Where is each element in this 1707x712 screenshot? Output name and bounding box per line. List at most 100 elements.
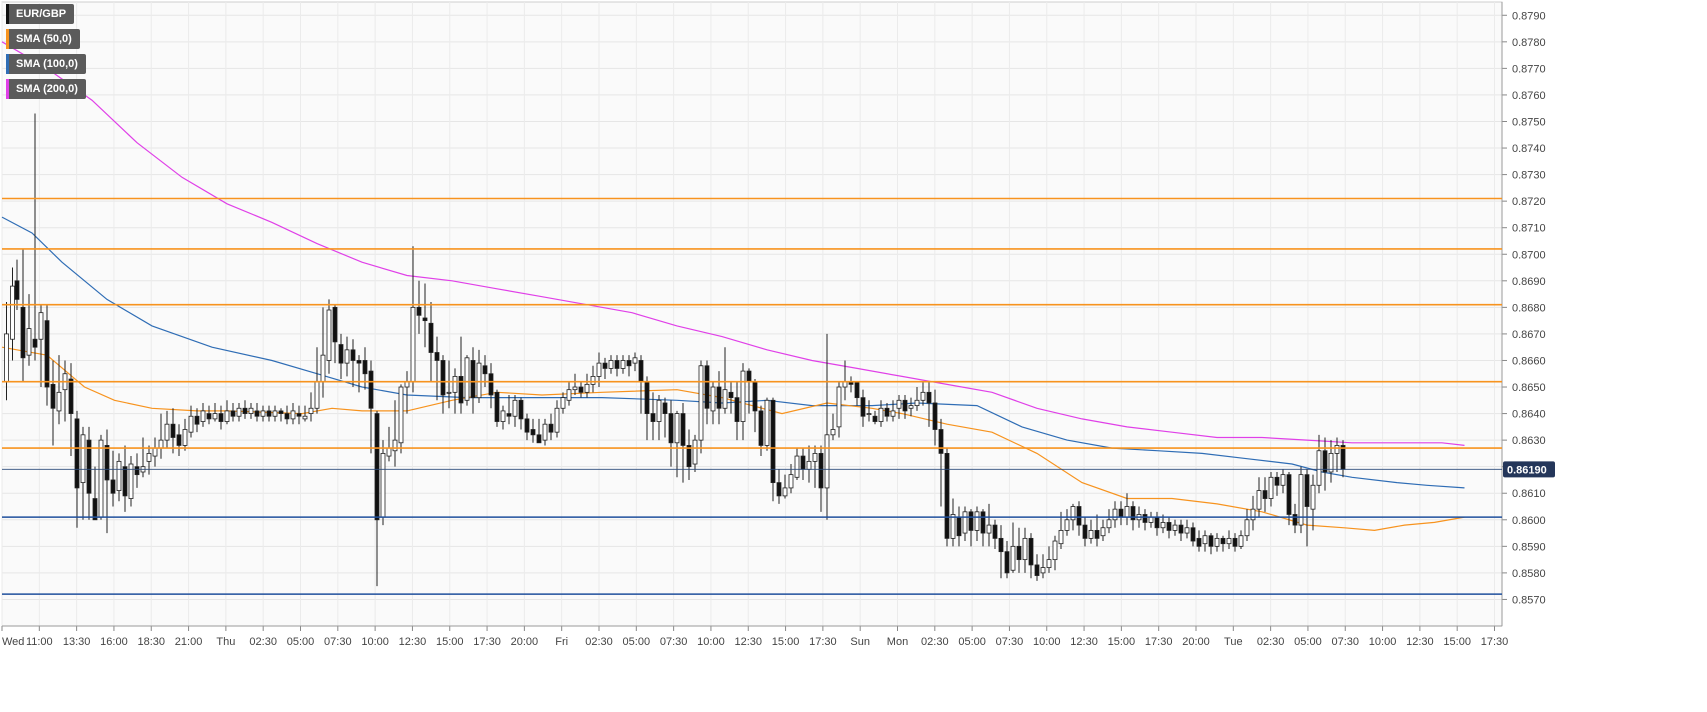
candle xyxy=(494,391,500,422)
candle xyxy=(1016,545,1022,561)
candle xyxy=(1070,506,1076,521)
candle xyxy=(1280,474,1286,486)
y-tick-label: 0.8680 xyxy=(1512,302,1546,314)
candle xyxy=(74,418,80,489)
candle xyxy=(770,399,776,484)
legend: EUR/GBP SMA (50,0) SMA (100,0) SMA (200,… xyxy=(6,4,86,104)
candle xyxy=(884,407,890,417)
candle xyxy=(1262,490,1268,499)
candle xyxy=(1022,537,1028,561)
candle xyxy=(20,306,26,359)
candle xyxy=(260,410,266,417)
candle xyxy=(548,423,554,433)
candle xyxy=(626,360,632,367)
candle xyxy=(464,357,470,401)
candle xyxy=(638,360,644,383)
candle xyxy=(716,386,722,409)
candle xyxy=(920,391,926,401)
candle xyxy=(878,407,884,422)
y-tick-label: 0.8570 xyxy=(1512,594,1546,606)
x-tick-label: 15:00 xyxy=(1443,636,1471,648)
candle xyxy=(1214,537,1220,547)
candle xyxy=(746,370,752,383)
candle xyxy=(4,333,9,383)
candle xyxy=(416,306,422,316)
candle xyxy=(122,466,128,497)
candle xyxy=(860,397,866,417)
candle xyxy=(290,410,296,420)
x-tick-label: 10:00 xyxy=(1033,636,1061,648)
candle xyxy=(578,386,584,393)
candle xyxy=(530,429,536,436)
candle xyxy=(788,474,794,489)
candle xyxy=(1154,516,1160,529)
candle xyxy=(1226,537,1232,545)
candle xyxy=(440,360,446,396)
legend-item-sma50[interactable]: SMA (50,0) xyxy=(6,29,80,49)
candle xyxy=(752,381,758,412)
candle xyxy=(536,434,542,444)
x-tick-label: 02:30 xyxy=(921,636,949,648)
candle xyxy=(332,306,338,343)
candle xyxy=(794,455,800,478)
candle xyxy=(566,389,572,401)
candle xyxy=(734,397,740,422)
candle xyxy=(692,439,698,465)
x-tick-label: 17:30 xyxy=(473,636,501,648)
y-tick-label: 0.8650 xyxy=(1512,382,1546,394)
candle xyxy=(1100,527,1106,537)
candle xyxy=(914,399,920,407)
x-tick-label: 12:30 xyxy=(734,636,762,648)
y-tick-label: 0.8750 xyxy=(1512,116,1546,128)
candle xyxy=(1190,527,1196,542)
candle xyxy=(902,399,908,412)
candle xyxy=(422,317,428,322)
candle xyxy=(86,439,92,494)
x-tick-label: 20:00 xyxy=(1182,636,1210,648)
candle xyxy=(1196,537,1202,547)
x-tick-label: 11:00 xyxy=(26,636,53,648)
candle xyxy=(56,391,62,412)
candle xyxy=(1010,545,1016,571)
candle xyxy=(38,312,44,340)
legend-label: SMA (100,0) xyxy=(16,58,78,70)
candle xyxy=(386,447,392,457)
candle xyxy=(1304,474,1310,507)
candle xyxy=(344,349,350,364)
legend-swatch xyxy=(6,54,9,74)
legend-item-sma200[interactable]: SMA (200,0) xyxy=(6,79,86,99)
candle xyxy=(554,407,560,433)
candle xyxy=(1046,559,1052,568)
candle xyxy=(704,365,710,409)
candle xyxy=(1124,506,1130,518)
y-tick-label: 0.8690 xyxy=(1512,276,1546,288)
candle xyxy=(1292,514,1298,526)
candle xyxy=(428,322,434,353)
x-tick-label: 05:00 xyxy=(623,636,651,648)
candle xyxy=(542,423,548,441)
plot-area xyxy=(1,1,1503,627)
candle xyxy=(644,381,650,414)
candle xyxy=(668,413,674,444)
legend-label: SMA (200,0) xyxy=(16,83,78,95)
candle xyxy=(272,410,278,417)
candle xyxy=(380,453,386,518)
candle xyxy=(776,482,782,497)
candle xyxy=(1202,535,1208,545)
candle xyxy=(1274,476,1280,486)
candle xyxy=(206,413,212,420)
candle xyxy=(872,415,878,422)
y-tick-label: 0.8710 xyxy=(1512,223,1546,235)
legend-item-sma100[interactable]: SMA (100,0) xyxy=(6,54,86,74)
x-tick-label: 02:30 xyxy=(585,636,613,648)
candle xyxy=(512,399,518,417)
x-tick-label: 05:00 xyxy=(1294,636,1322,648)
x-tick-label: 15:00 xyxy=(436,636,464,648)
candle xyxy=(10,285,15,340)
legend-item-symbol[interactable]: EUR/GBP xyxy=(6,4,75,24)
x-tick-label: 21:00 xyxy=(175,636,203,648)
candle xyxy=(1244,519,1250,537)
candle xyxy=(698,365,704,441)
candle xyxy=(446,391,452,394)
x-tick-label: 07:30 xyxy=(1331,636,1359,648)
